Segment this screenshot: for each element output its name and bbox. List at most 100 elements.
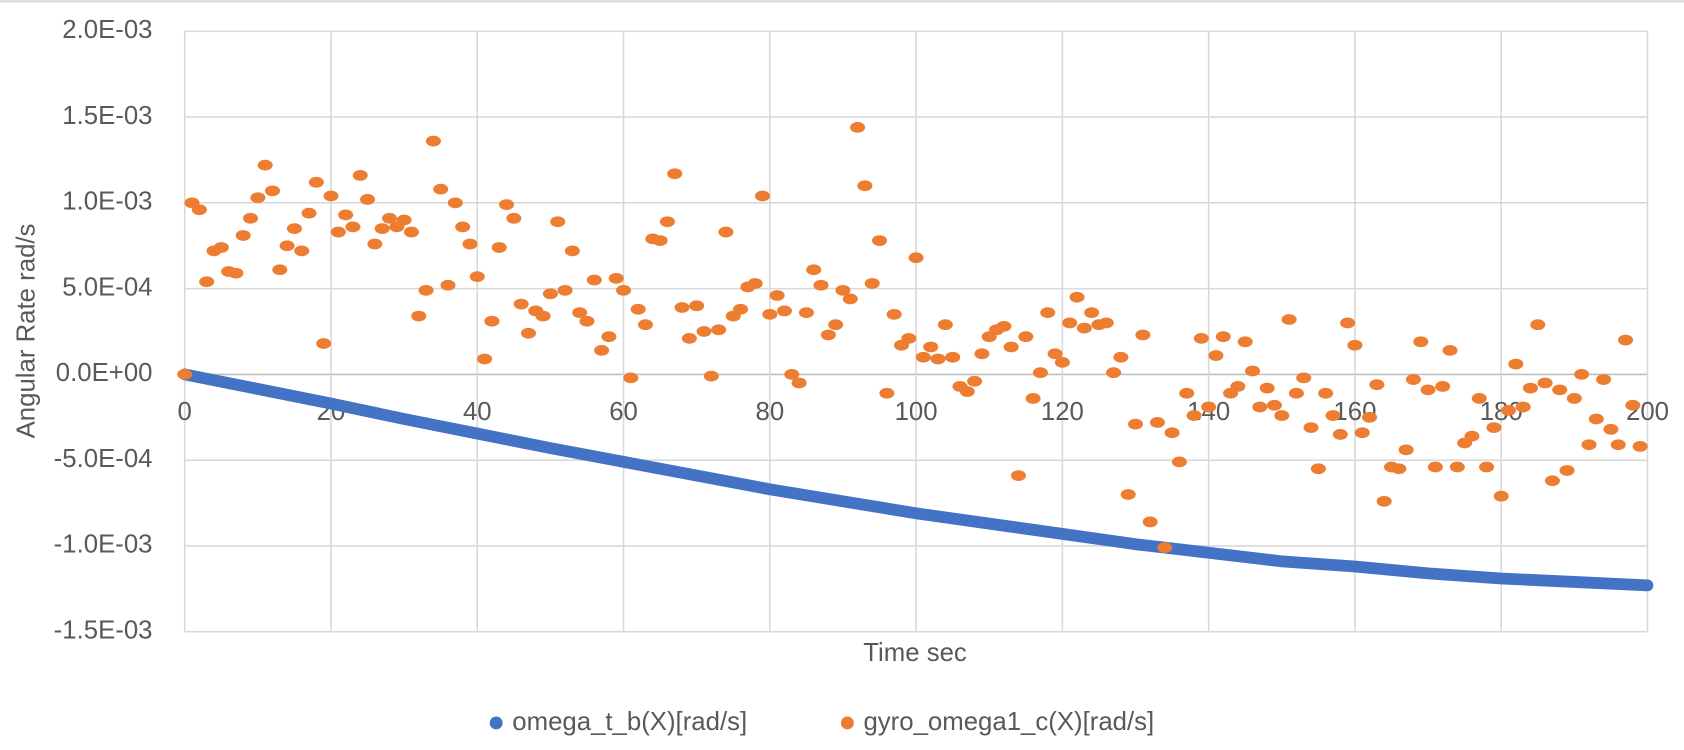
scatter-point — [967, 375, 983, 387]
scatter-point — [1106, 367, 1122, 379]
scatter-point — [1120, 489, 1136, 500]
scatter-point — [1310, 463, 1326, 475]
scatter-point — [1522, 382, 1538, 394]
scatter-point — [864, 278, 880, 289]
scatter-point — [696, 326, 712, 337]
scatter-point — [1164, 427, 1180, 439]
scatter-point — [820, 329, 836, 341]
scatter-point — [1266, 399, 1282, 411]
scatter-point — [469, 271, 485, 282]
scatter-point — [520, 327, 536, 339]
scatter-point — [338, 209, 354, 221]
scatter-point — [1179, 387, 1195, 399]
scatter-point — [754, 190, 771, 202]
scatter-point — [872, 235, 888, 246]
x-axis-title: Time sec — [863, 639, 967, 667]
scatter-point — [484, 315, 500, 327]
scatter-point — [323, 190, 339, 202]
scatter-point — [1237, 336, 1253, 348]
scatter-point — [1574, 369, 1590, 380]
scatter-point — [689, 300, 705, 312]
scatter-point — [572, 307, 588, 319]
scatter-point — [1245, 365, 1261, 377]
scatter-point — [1171, 456, 1187, 468]
scatter-point — [403, 226, 419, 238]
scatter-point — [1376, 495, 1392, 507]
scatter-point — [506, 212, 522, 224]
scatter-point — [1559, 465, 1575, 476]
scatter-point — [1427, 461, 1443, 473]
scatter-point — [1340, 317, 1356, 329]
scatter-point — [1076, 322, 1092, 334]
scatter-point — [1128, 418, 1144, 430]
legend-marker — [489, 716, 503, 730]
scatter-point — [784, 369, 800, 380]
scatter-point — [1405, 374, 1421, 385]
scatter-point — [1544, 475, 1560, 487]
scatter-point — [1032, 367, 1048, 379]
scatter-point — [842, 293, 858, 305]
scatter-point — [915, 351, 931, 363]
scatter-point — [1259, 382, 1275, 394]
scatter-point — [330, 226, 346, 238]
scatter-point — [579, 315, 595, 327]
scatter-point — [586, 274, 602, 286]
scatter-point — [1515, 401, 1531, 413]
scatter-point — [1625, 399, 1641, 411]
scatter-point — [718, 226, 734, 238]
scatter-point — [1610, 439, 1626, 451]
scatter-point — [1501, 405, 1517, 416]
scatter-point — [806, 264, 822, 276]
scatter-point — [1296, 372, 1312, 384]
scatter-point — [499, 199, 515, 210]
scatter-point — [1347, 339, 1363, 351]
scatter-point — [433, 183, 449, 195]
scatter-point — [959, 386, 975, 397]
scatter-point — [199, 276, 215, 288]
scatter-point — [776, 305, 792, 317]
scatter-point — [535, 310, 551, 322]
scatter-point — [601, 331, 617, 343]
scatter-point — [374, 223, 390, 234]
scatter-point — [1215, 331, 1231, 343]
scatter-point — [250, 192, 266, 204]
scatter-point — [1354, 427, 1370, 439]
scatter-point — [681, 332, 697, 344]
scatter-point — [879, 387, 895, 399]
scatter-point — [177, 369, 193, 380]
scatter-point — [1201, 401, 1217, 413]
scatter-point — [513, 298, 529, 310]
scatter-point — [1018, 331, 1034, 343]
scatter-point — [1084, 307, 1100, 319]
scatter-point — [462, 238, 478, 250]
scatter-point — [455, 221, 471, 233]
scatter-point — [769, 290, 785, 301]
scatter-point — [1471, 393, 1487, 404]
scatter-point — [937, 319, 953, 331]
scatter-point — [1493, 490, 1509, 502]
scatter-point — [243, 212, 259, 224]
scatter-point — [1193, 332, 1209, 344]
scatter-point — [1603, 423, 1619, 435]
scatter-point — [1069, 291, 1085, 303]
scatter-point — [1618, 334, 1634, 346]
scatter-point — [1508, 358, 1524, 370]
scatter-point — [1113, 351, 1129, 363]
scatter-point — [850, 122, 866, 133]
y-tick-label: -1.5E-03 — [54, 616, 153, 644]
legend-label: gyro_omega1_c(X)[rad/s] — [863, 708, 1154, 736]
scatter-point — [813, 279, 829, 291]
y-tick-label: 1.0E-03 — [62, 188, 152, 216]
scatter-point — [316, 338, 332, 349]
scatter-point — [1040, 307, 1056, 319]
scatter-point — [674, 302, 690, 313]
scatter-point — [1288, 387, 1304, 399]
scatter-point — [1369, 379, 1385, 391]
scatter-point — [1464, 430, 1480, 442]
y-axis-title: Angular Rate rad/s — [13, 224, 41, 439]
scatter-point — [828, 319, 844, 331]
scatter-point — [1420, 384, 1436, 396]
scatter-point — [659, 216, 675, 228]
scatter-point — [857, 180, 873, 192]
